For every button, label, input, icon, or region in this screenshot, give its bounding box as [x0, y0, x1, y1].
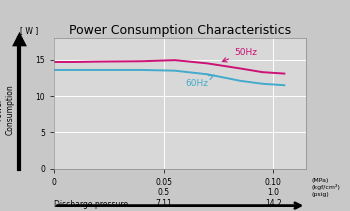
Text: 60Hz: 60Hz [186, 75, 214, 88]
Text: 0.05
0.5
7.11: 0.05 0.5 7.11 [155, 178, 172, 208]
Title: Power Consumption Characteristics: Power Consumption Characteristics [69, 24, 291, 37]
Text: 0: 0 [52, 178, 57, 187]
Text: Power
Consumption: Power Consumption [0, 84, 14, 135]
Text: 0.10
1.0
14.2: 0.10 1.0 14.2 [265, 178, 282, 208]
Text: Discharge pressure: Discharge pressure [54, 200, 128, 209]
Text: [ W ]: [ W ] [20, 26, 38, 35]
Text: ▲: ▲ [12, 28, 27, 47]
Text: (MPa)
(kgf/cm²)
(psig): (MPa) (kgf/cm²) (psig) [311, 178, 340, 197]
Text: 50Hz: 50Hz [222, 48, 257, 62]
